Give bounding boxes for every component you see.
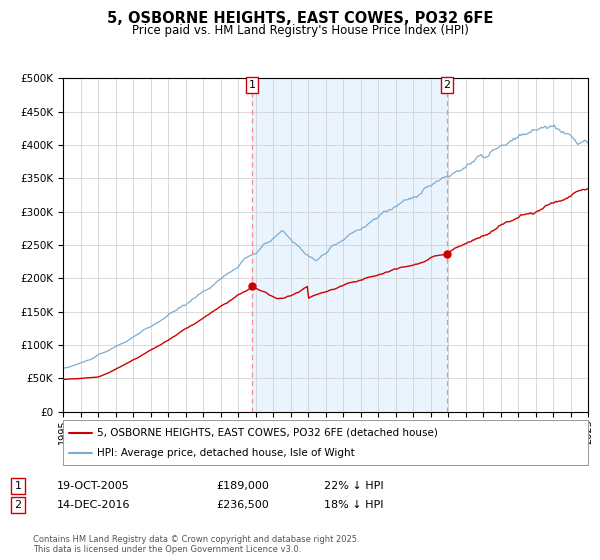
- Text: 5, OSBORNE HEIGHTS, EAST COWES, PO32 6FE (detached house): 5, OSBORNE HEIGHTS, EAST COWES, PO32 6FE…: [97, 427, 438, 437]
- Text: 19-OCT-2005: 19-OCT-2005: [57, 481, 130, 491]
- Text: 22% ↓ HPI: 22% ↓ HPI: [324, 481, 383, 491]
- Text: £236,500: £236,500: [216, 500, 269, 510]
- Text: HPI: Average price, detached house, Isle of Wight: HPI: Average price, detached house, Isle…: [97, 447, 355, 458]
- Text: Price paid vs. HM Land Registry's House Price Index (HPI): Price paid vs. HM Land Registry's House …: [131, 24, 469, 36]
- Text: 5, OSBORNE HEIGHTS, EAST COWES, PO32 6FE: 5, OSBORNE HEIGHTS, EAST COWES, PO32 6FE: [107, 11, 493, 26]
- Text: Contains HM Land Registry data © Crown copyright and database right 2025.
This d: Contains HM Land Registry data © Crown c…: [33, 535, 359, 554]
- Bar: [252, 78, 447, 412]
- Text: 1: 1: [248, 80, 256, 90]
- Text: 1: 1: [14, 481, 22, 491]
- Text: 18% ↓ HPI: 18% ↓ HPI: [324, 500, 383, 510]
- Text: 2: 2: [443, 80, 451, 90]
- Text: £189,000: £189,000: [216, 481, 269, 491]
- Text: 2: 2: [14, 500, 22, 510]
- Text: 14-DEC-2016: 14-DEC-2016: [57, 500, 131, 510]
